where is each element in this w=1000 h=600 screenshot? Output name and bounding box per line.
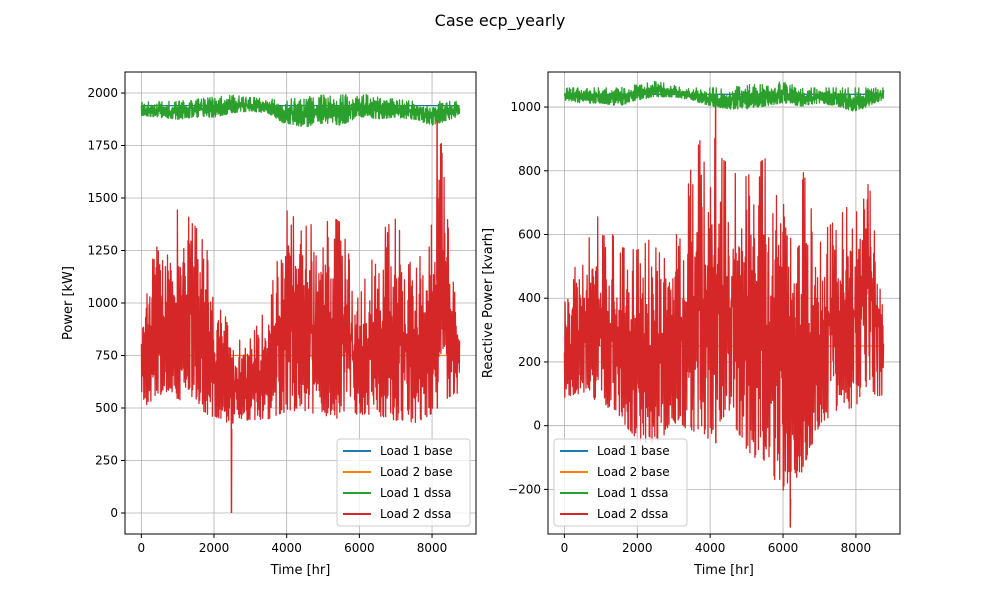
- y-tick-label: 600: [518, 227, 541, 241]
- y-tick-label: 2000: [87, 86, 118, 100]
- power-subplot: 0 2000 4000 6000 8000 0 250 500 750 1000 1250 1500 1…: [61, 71, 477, 578]
- axes-frame: [547, 71, 901, 535]
- x-tick-label: 0: [138, 541, 146, 555]
- series-line-load-1-dssa: [140, 93, 461, 128]
- y-axis-label: Power [kW]: [61, 266, 76, 340]
- y-tick-label: 750: [95, 349, 118, 363]
- legend-label: Load 1 base: [380, 444, 453, 458]
- legend-label: Load 1 dssa: [380, 486, 452, 500]
- y-tick-label: 1500: [87, 191, 118, 205]
- x-tick-label: 6000: [344, 541, 375, 555]
- y-tick-label: 0: [110, 506, 118, 520]
- x-tick-label: 4000: [271, 541, 302, 555]
- y-tick-label: 400: [518, 291, 541, 305]
- figure-title: Case ecp_yearly: [435, 11, 566, 31]
- series-line-load-1-dssa: [563, 81, 885, 112]
- y-tick-label: 500: [95, 401, 118, 415]
- y-tick-label: 200: [518, 355, 541, 369]
- x-tick-label: 2000: [622, 541, 653, 555]
- series-line-load-2-dssa: [563, 137, 885, 491]
- x-tick-label: 8000: [841, 541, 872, 555]
- y-tick-label: 1000: [87, 296, 118, 310]
- y-tick-label: 250: [95, 454, 118, 468]
- legend-label: Load 2 base: [597, 465, 670, 479]
- series-line-load-2-dssa: [140, 143, 461, 424]
- legend: Load 1 base Load 2 base Load 1 dssa Load 2 …: [336, 438, 471, 527]
- x-axis-label: Time [hr]: [270, 563, 331, 578]
- x-tick-label: 4000: [695, 541, 726, 555]
- reactive-power-subplot: 0 2000 4000 6000 8000 −200 0 200 400 600 800 1000 Ti…: [481, 71, 901, 578]
- y-tick-label: 0: [533, 419, 541, 433]
- x-tick-label: 2000: [199, 541, 230, 555]
- x-tick-label: 0: [561, 541, 569, 555]
- legend-box: [336, 438, 471, 527]
- legend-label: Load 2 base: [380, 465, 453, 479]
- y-tick-label: 800: [518, 164, 541, 178]
- legend-label: Load 1 base: [597, 444, 670, 458]
- legend: Load 1 base Load 2 base Load 1 dssa Load 2 …: [553, 438, 688, 527]
- y-tick-label: 1250: [87, 244, 118, 258]
- x-axis-label: Time [hr]: [693, 563, 754, 578]
- y-tick-label: 1750: [87, 139, 118, 153]
- legend-label: Load 1 dssa: [597, 486, 669, 500]
- x-tick-label: 6000: [768, 541, 799, 555]
- legend-label: Load 2 dssa: [597, 507, 669, 521]
- y-axis-label: Reactive Power [kvarh]: [481, 228, 496, 378]
- legend-box: [553, 438, 688, 527]
- legend-label: Load 2 dssa: [380, 507, 452, 521]
- x-tick-label: 8000: [417, 541, 448, 555]
- y-tick-label: −200: [508, 482, 541, 496]
- y-tick-label: 1000: [510, 100, 541, 114]
